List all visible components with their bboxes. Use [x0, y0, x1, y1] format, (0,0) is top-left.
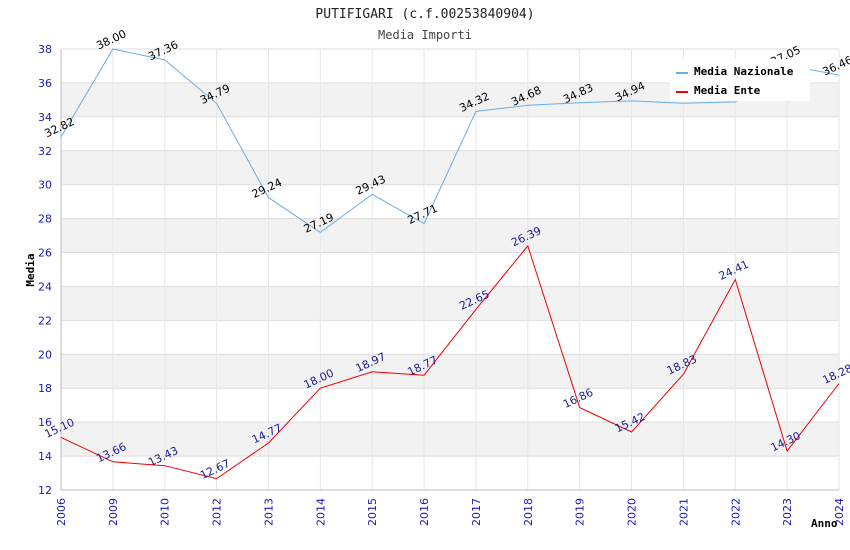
- x-tick-label: 2020: [626, 498, 639, 526]
- data-label: 24.41: [717, 258, 751, 283]
- x-tick-label: 2013: [262, 498, 275, 526]
- x-tick-label: 2016: [418, 498, 431, 526]
- legend-box: [670, 59, 810, 101]
- y-tick-label: 36: [38, 77, 52, 90]
- y-tick-label: 28: [38, 213, 52, 226]
- gridlines: [60, 48, 840, 491]
- y-tick-label: 30: [38, 179, 52, 192]
- x-tick-label: 2014: [314, 498, 327, 526]
- y-tick-labels: 12 14 16 18 20 22 24 26 28 30 32 34 36 38: [38, 43, 52, 497]
- x-tick-label: 2023: [781, 498, 794, 526]
- legend: Media Nazionale Media Ente: [670, 59, 810, 101]
- x-axis-label: Anno: [811, 517, 838, 530]
- y-tick-label: 24: [38, 280, 52, 293]
- y-tick-label: 22: [38, 314, 52, 327]
- y-tick-label: 38: [38, 43, 52, 56]
- y-tick-label: 26: [38, 247, 52, 260]
- legend-label-media-ente: Media Ente: [694, 84, 761, 97]
- axes: [60, 49, 839, 491]
- x-tick-label: 2022: [729, 498, 742, 526]
- series-line-media-nazionale: [60, 48, 840, 234]
- grid-band: [61, 218, 839, 253]
- grid-band: [61, 286, 839, 321]
- x-tick-labels: 2006 2009 2010 2012 2013 2014 2015 2016 2017 2018…: [55, 498, 846, 526]
- chart-subtitle: Media Importi: [378, 28, 472, 42]
- y-tick-label: 34: [38, 111, 52, 124]
- x-tick-label: 2015: [366, 498, 379, 526]
- x-tick-label: 2012: [211, 498, 224, 526]
- y-axis-label: Media: [24, 253, 37, 286]
- x-tick-label: 2024: [833, 498, 846, 526]
- data-label: 16.86: [561, 386, 595, 411]
- x-tick-label: 2019: [574, 498, 587, 526]
- series-line-media-ente: [60, 244, 840, 480]
- y-tick-label: 12: [38, 484, 52, 497]
- y-tick-label: 20: [38, 348, 52, 361]
- x-tick-label: 2010: [159, 498, 172, 526]
- series-lines: [60, 48, 840, 480]
- y-tick-label: 18: [38, 382, 52, 395]
- x-tick-label: 2006: [55, 498, 68, 526]
- y-tick-label: 14: [38, 450, 52, 463]
- y-tick-label: 32: [38, 145, 52, 158]
- grid-band: [61, 354, 839, 389]
- x-tick-label: 2017: [470, 498, 483, 526]
- y-tick-label: 16: [38, 416, 52, 429]
- legend-label-media-nazionale: Media Nazionale: [694, 65, 794, 78]
- x-tick-label: 2021: [677, 498, 690, 526]
- grid-band: [61, 422, 839, 457]
- chart-title: PUTIFIGARI (c.f.00253840904): [315, 7, 534, 22]
- x-tick-label: 2009: [107, 498, 120, 526]
- x-tick-label: 2018: [522, 498, 535, 526]
